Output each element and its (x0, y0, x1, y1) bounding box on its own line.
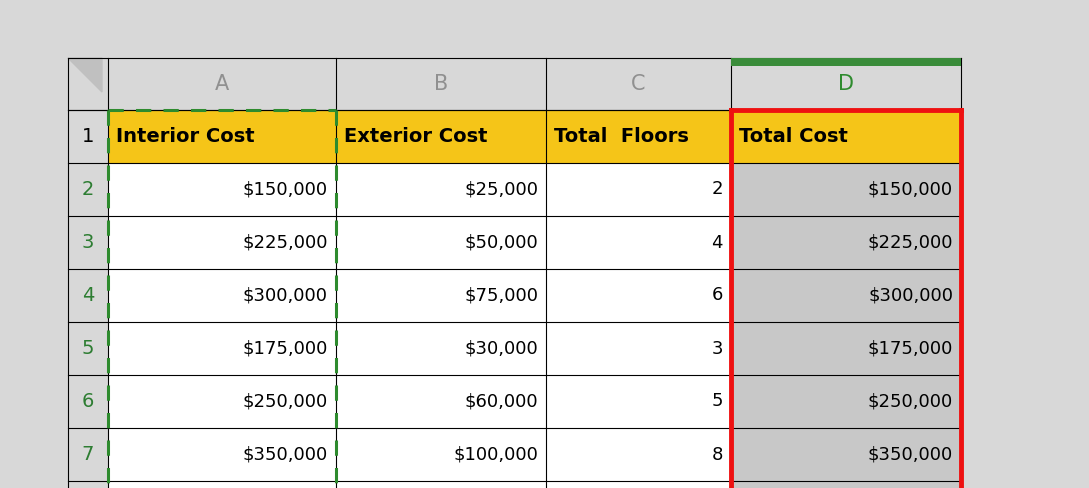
Bar (546, 216, 731, 269)
Bar (731, 216, 960, 269)
Text: C: C (632, 74, 646, 94)
Bar (731, 322, 960, 375)
Bar (546, 163, 731, 216)
Bar (546, 428, 731, 481)
Text: 4: 4 (711, 233, 723, 251)
Text: $175,000: $175,000 (243, 340, 328, 358)
Text: $350,000: $350,000 (868, 446, 953, 464)
Bar (546, 110, 731, 163)
Bar (68, 481, 108, 488)
Text: 3: 3 (711, 340, 723, 358)
Text: $60,000: $60,000 (464, 392, 538, 410)
Text: 6: 6 (711, 286, 723, 305)
Text: Total  Floors: Total Floors (554, 127, 689, 146)
Bar (337, 481, 546, 488)
Text: $50,000: $50,000 (464, 233, 538, 251)
Text: $175,000: $175,000 (868, 340, 953, 358)
Bar (337, 110, 546, 163)
Bar (546, 481, 731, 488)
Bar (68, 269, 108, 322)
Text: $300,000: $300,000 (868, 286, 953, 305)
Text: $150,000: $150,000 (868, 181, 953, 199)
Text: $225,000: $225,000 (243, 233, 328, 251)
Bar (731, 375, 960, 428)
Bar (68, 110, 108, 163)
Text: $225,000: $225,000 (868, 233, 953, 251)
Text: 3: 3 (82, 233, 94, 252)
Bar (108, 163, 337, 216)
Text: Interior Cost: Interior Cost (117, 127, 255, 146)
Bar (337, 428, 546, 481)
Text: $300,000: $300,000 (243, 286, 328, 305)
Text: $150,000: $150,000 (243, 181, 328, 199)
Bar (108, 428, 337, 481)
Text: 4: 4 (82, 286, 94, 305)
Bar (108, 322, 337, 375)
Bar (337, 375, 546, 428)
Text: $30,000: $30,000 (464, 340, 538, 358)
Bar (731, 58, 960, 66)
Text: $250,000: $250,000 (868, 392, 953, 410)
Bar (108, 216, 337, 269)
Text: 6: 6 (82, 392, 94, 411)
Bar (337, 216, 546, 269)
Bar (68, 481, 108, 488)
Bar (546, 375, 731, 428)
Bar (68, 322, 108, 375)
Bar (108, 58, 337, 110)
Text: $350,000: $350,000 (243, 446, 328, 464)
Text: 2: 2 (82, 180, 94, 199)
Text: $100,000: $100,000 (453, 446, 538, 464)
Bar (68, 216, 108, 269)
Bar (68, 163, 108, 216)
Bar (731, 58, 960, 110)
Bar (108, 110, 337, 163)
Bar (68, 216, 108, 269)
Bar (731, 428, 960, 481)
Bar (108, 269, 337, 322)
Text: Exterior Cost: Exterior Cost (344, 127, 488, 146)
Bar (337, 58, 546, 110)
Bar (731, 481, 960, 488)
Text: 5: 5 (82, 339, 95, 358)
Bar (731, 110, 960, 163)
Text: $25,000: $25,000 (464, 181, 538, 199)
Bar (337, 163, 546, 216)
Bar (108, 481, 337, 488)
Text: $75,000: $75,000 (464, 286, 538, 305)
Text: 1: 1 (82, 127, 94, 146)
Bar (546, 58, 731, 110)
Bar (337, 322, 546, 375)
Bar (68, 110, 108, 163)
Bar (731, 163, 960, 216)
Bar (68, 58, 960, 488)
Bar (68, 322, 108, 375)
Text: B: B (433, 74, 449, 94)
Bar (68, 375, 108, 428)
Text: A: A (215, 74, 229, 94)
Text: 5: 5 (711, 392, 723, 410)
Bar (68, 428, 108, 481)
Text: 2: 2 (711, 181, 723, 199)
Bar (108, 375, 337, 428)
Bar (68, 269, 108, 322)
Text: D: D (839, 74, 854, 94)
Bar (68, 428, 108, 481)
Bar (337, 269, 546, 322)
Text: 8: 8 (711, 446, 723, 464)
Polygon shape (68, 58, 102, 92)
Bar (68, 375, 108, 428)
Bar (546, 269, 731, 322)
Text: Total Cost: Total Cost (739, 127, 848, 146)
Text: $250,000: $250,000 (243, 392, 328, 410)
Bar (731, 269, 960, 322)
Bar (546, 322, 731, 375)
Bar (68, 163, 108, 216)
Text: 7: 7 (82, 445, 94, 464)
